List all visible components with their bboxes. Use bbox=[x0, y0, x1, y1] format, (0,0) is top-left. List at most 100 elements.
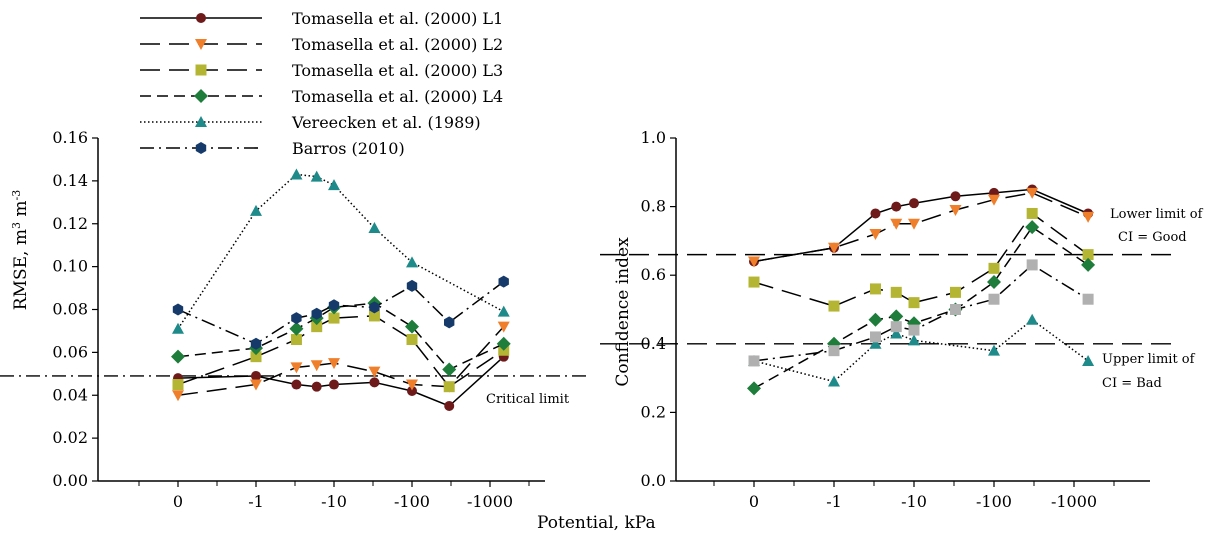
rmse-ytick-label-2: 0.04 bbox=[52, 385, 88, 404]
rmse-ytick-label-8: 0.16 bbox=[52, 128, 88, 147]
rmse-point-5-2 bbox=[291, 312, 302, 325]
rmse-xtick-label-4: -1000 bbox=[467, 492, 513, 511]
rmse-point-4-8 bbox=[497, 305, 510, 317]
ci-point-1-3 bbox=[890, 218, 903, 230]
ci-point-5-8 bbox=[1082, 293, 1094, 305]
ci-good-label-line2: CI = Good bbox=[1118, 230, 1187, 245]
legend-label-1: Tomasella et al. (2000) L2 bbox=[292, 35, 503, 54]
ci-point-2-3 bbox=[890, 286, 902, 298]
ci-ytick-label-5: 1.0 bbox=[641, 128, 666, 147]
legend-marker-2 bbox=[195, 64, 207, 76]
ci-point-1-1 bbox=[828, 242, 840, 254]
rmse-point-4-6 bbox=[406, 256, 418, 268]
rmse-ylabel-sup1: 3 bbox=[10, 222, 23, 229]
rmse-ytick-label-7: 0.14 bbox=[52, 171, 88, 190]
ci-point-5-5 bbox=[949, 304, 961, 315]
rmse-point-5-6 bbox=[406, 279, 418, 292]
rmse-point-0-7 bbox=[444, 400, 455, 411]
ci-point-0-4 bbox=[909, 198, 919, 209]
rmse-point-1-8 bbox=[497, 321, 510, 333]
rmse-point-3-7 bbox=[442, 362, 457, 377]
rmse-point-2-6 bbox=[406, 334, 418, 346]
ci-point-1-6 bbox=[988, 194, 1000, 206]
ci-point-1-2 bbox=[869, 229, 882, 241]
legend-marker-4 bbox=[195, 116, 207, 127]
rmse-point-2-2 bbox=[290, 334, 302, 346]
rmse-series-line-1 bbox=[177, 326, 505, 397]
ci-point-2-4 bbox=[908, 297, 920, 309]
ci-point-5-3 bbox=[890, 321, 902, 333]
ci-y-axis-label: Confidence index bbox=[613, 237, 633, 387]
ci-xtick-label-4: -1000 bbox=[1051, 492, 1097, 511]
ci-series-line-0 bbox=[753, 188, 1089, 263]
ci-point-0-3 bbox=[891, 201, 902, 212]
rmse-ylabel-main: RMSE, m bbox=[11, 229, 31, 310]
confidence-index-chart: 0.0 0.2 0.4 0.6 0.8 1.0 0 -1 -10 -100 -1000 Confid… bbox=[600, 128, 1204, 511]
rmse-ytick-label-6: 0.12 bbox=[52, 214, 88, 233]
ci-point-2-0 bbox=[748, 276, 760, 288]
ci-point-3-2 bbox=[868, 312, 883, 327]
ci-point-3-7 bbox=[1025, 220, 1040, 235]
rmse-ylabel-sup2: -3 bbox=[10, 190, 23, 201]
rmse-point-1-2 bbox=[290, 362, 303, 374]
ci-point-4-8 bbox=[1082, 354, 1095, 366]
legend-label-0: Tomasella et al. (2000) L1 bbox=[292, 9, 503, 28]
ci-point-4-3 bbox=[890, 327, 903, 339]
rmse-point-1-3 bbox=[310, 360, 323, 372]
ci-good-label-line1: Lower limit of bbox=[1110, 207, 1204, 222]
rmse-axes: 0.00 0.02 0.04 0.06 0.08 0.10 0.12 0.14 0.16 0 -1 -… bbox=[0, 128, 590, 511]
ci-point-2-6 bbox=[988, 262, 1000, 274]
rmse-point-4-4 bbox=[328, 179, 340, 191]
rmse-point-4-0 bbox=[172, 322, 184, 334]
ci-point-5-7 bbox=[1026, 259, 1038, 271]
ci-point-5-2 bbox=[869, 331, 881, 343]
rmse-point-1-1 bbox=[250, 379, 262, 391]
rmse-ytick-label-3: 0.06 bbox=[52, 342, 88, 361]
ci-series-line-1 bbox=[753, 192, 1089, 263]
rmse-point-4-2 bbox=[290, 168, 303, 180]
rmse-point-3-6 bbox=[405, 319, 419, 334]
legend-marker-3 bbox=[194, 89, 208, 103]
ci-point-3-8 bbox=[1081, 257, 1096, 272]
ci-point-4-6 bbox=[988, 344, 1000, 356]
rmse-point-2-7 bbox=[443, 381, 455, 393]
ci-point-3-0 bbox=[747, 381, 761, 396]
legend-label-2: Tomasella et al. (2000) L3 bbox=[292, 61, 503, 80]
rmse-point-1-6 bbox=[406, 379, 418, 391]
rmse-series-line-2 bbox=[177, 315, 505, 388]
rmse-point-0-5 bbox=[369, 377, 380, 388]
ci-xtick-label-3: -100 bbox=[976, 492, 1012, 511]
ci-point-4-7 bbox=[1026, 313, 1039, 325]
ci-xtick-label-1: -1 bbox=[826, 492, 842, 511]
ci-point-4-2 bbox=[869, 337, 882, 349]
rmse-series-line-0 bbox=[177, 356, 505, 407]
rmse-series-line-3 bbox=[177, 302, 505, 371]
rmse-point-2-5 bbox=[368, 310, 380, 322]
rmse-series-line-4 bbox=[177, 173, 505, 330]
legend-label-4: Vereecken et al. (1989) bbox=[291, 113, 481, 132]
ci-point-1-4 bbox=[908, 218, 920, 230]
ci-point-2-5 bbox=[949, 286, 961, 298]
ci-point-4-1 bbox=[828, 375, 840, 387]
rmse-point-3-8 bbox=[496, 336, 511, 351]
ci-point-2-7 bbox=[1026, 207, 1038, 219]
ci-xtick-label-2: -10 bbox=[901, 492, 927, 511]
ci-ytick-label-2: 0.4 bbox=[641, 334, 666, 353]
legend-marker-5 bbox=[195, 142, 207, 154]
rmse-point-1-0 bbox=[172, 390, 184, 402]
rmse-point-0-6 bbox=[407, 385, 417, 396]
ci-point-5-1 bbox=[828, 345, 840, 357]
ci-series-line-5 bbox=[753, 263, 1089, 362]
ci-point-1-8 bbox=[1082, 211, 1095, 223]
rmse-point-2-3 bbox=[311, 321, 323, 333]
rmse-point-1-4 bbox=[328, 358, 340, 370]
rmse-point-5-5 bbox=[369, 301, 380, 314]
ci-bad-label-line1: Upper limit of bbox=[1102, 352, 1196, 367]
rmse-ytick-label-1: 0.02 bbox=[52, 428, 88, 447]
rmse-point-5-7 bbox=[444, 316, 455, 329]
rmse-point-2-4 bbox=[328, 312, 340, 324]
rmse-point-2-1 bbox=[250, 351, 262, 363]
ci-ytick-label-0: 0.0 bbox=[641, 471, 666, 490]
ci-point-2-8 bbox=[1082, 249, 1094, 261]
ci-point-1-7 bbox=[1026, 187, 1039, 199]
